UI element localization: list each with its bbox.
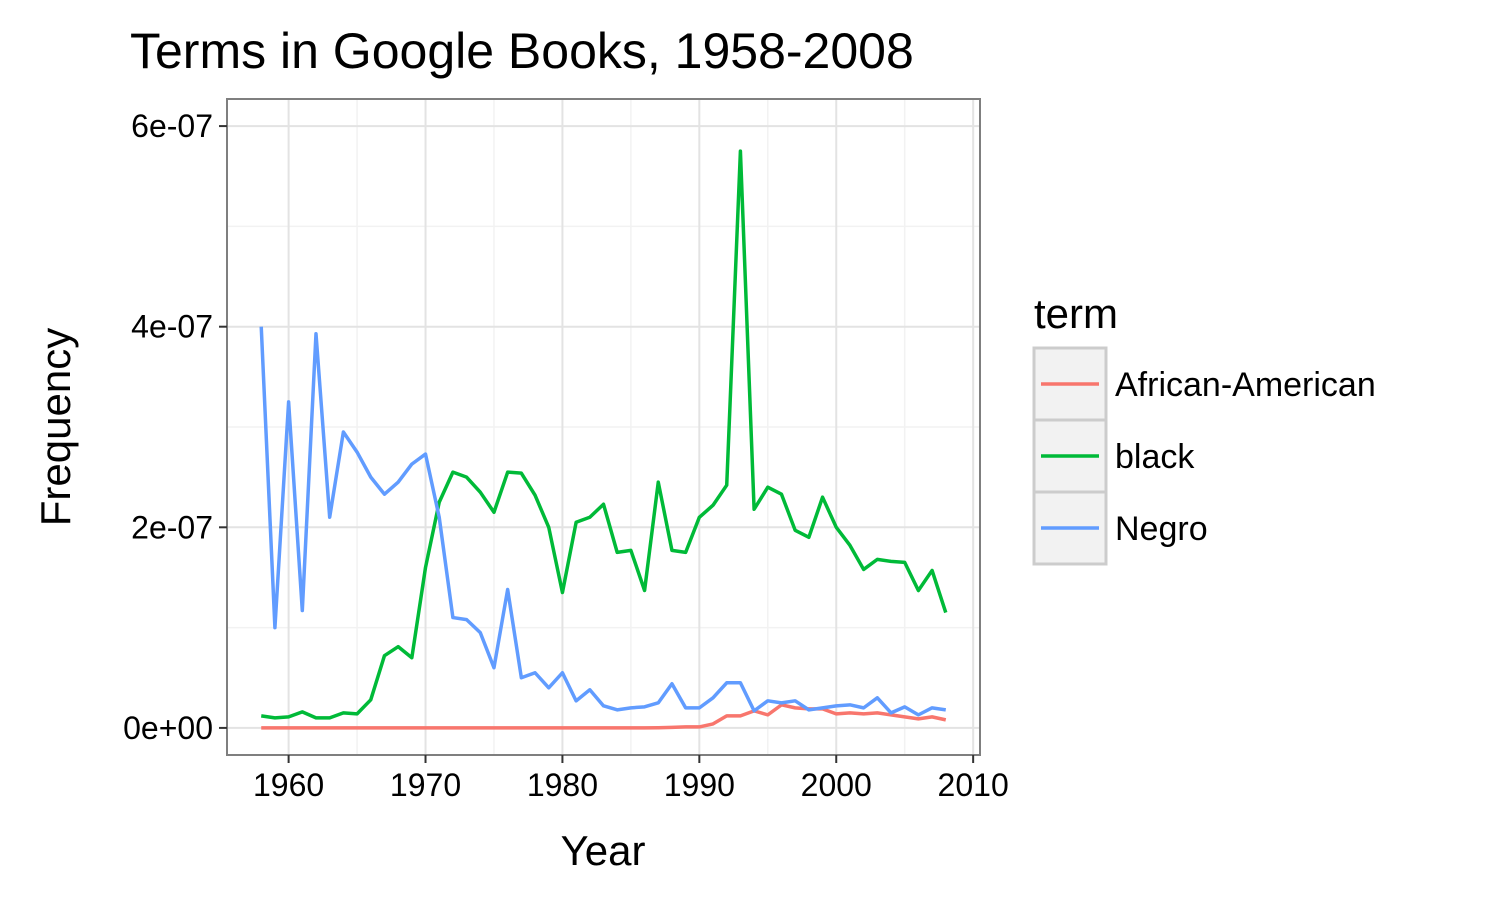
legend-label: black bbox=[1115, 438, 1195, 476]
plot-border bbox=[226, 98, 981, 756]
grid-minor bbox=[227, 99, 980, 755]
series-line-negro bbox=[259, 326, 947, 717]
series-lines bbox=[259, 149, 948, 730]
legend: term African-American black Negro bbox=[1032, 290, 1376, 566]
legend-items: African-American black Negro bbox=[1032, 346, 1376, 566]
chart-title: Terms in Google Books, 1958-2008 bbox=[130, 23, 914, 79]
x-tick-label: 1980 bbox=[527, 767, 598, 803]
plot-area bbox=[226, 98, 981, 756]
legend-label: African-American bbox=[1115, 366, 1376, 404]
y-tick-label: 6e-07 bbox=[131, 108, 213, 144]
legend-title: term bbox=[1034, 290, 1118, 337]
y-axis: 0e+00 2e-07 4e-07 6e-07 bbox=[123, 108, 227, 746]
series-line-african-american bbox=[261, 703, 947, 730]
x-tick-label: 1990 bbox=[664, 767, 735, 803]
legend-item-african-american: African-American bbox=[1032, 346, 1376, 422]
x-tick-label: 1970 bbox=[390, 767, 461, 803]
legend-label: Negro bbox=[1115, 510, 1208, 548]
y-tick-label: 0e+00 bbox=[123, 710, 213, 746]
x-tick-label: 2000 bbox=[801, 767, 872, 803]
legend-item-negro: Negro bbox=[1032, 490, 1208, 566]
y-tick-label: 4e-07 bbox=[131, 309, 213, 345]
legend-item-black: black bbox=[1032, 418, 1195, 494]
x-tick-label: 2010 bbox=[938, 767, 1009, 803]
series-line-black bbox=[260, 149, 948, 720]
y-axis-title: Frequency bbox=[32, 328, 79, 526]
y-tick-label: 2e-07 bbox=[131, 509, 213, 545]
x-tick-label: 1960 bbox=[253, 767, 324, 803]
x-axis: 1960 1970 1980 1990 2000 2010 bbox=[253, 755, 1009, 803]
x-axis-title: Year bbox=[561, 827, 646, 874]
